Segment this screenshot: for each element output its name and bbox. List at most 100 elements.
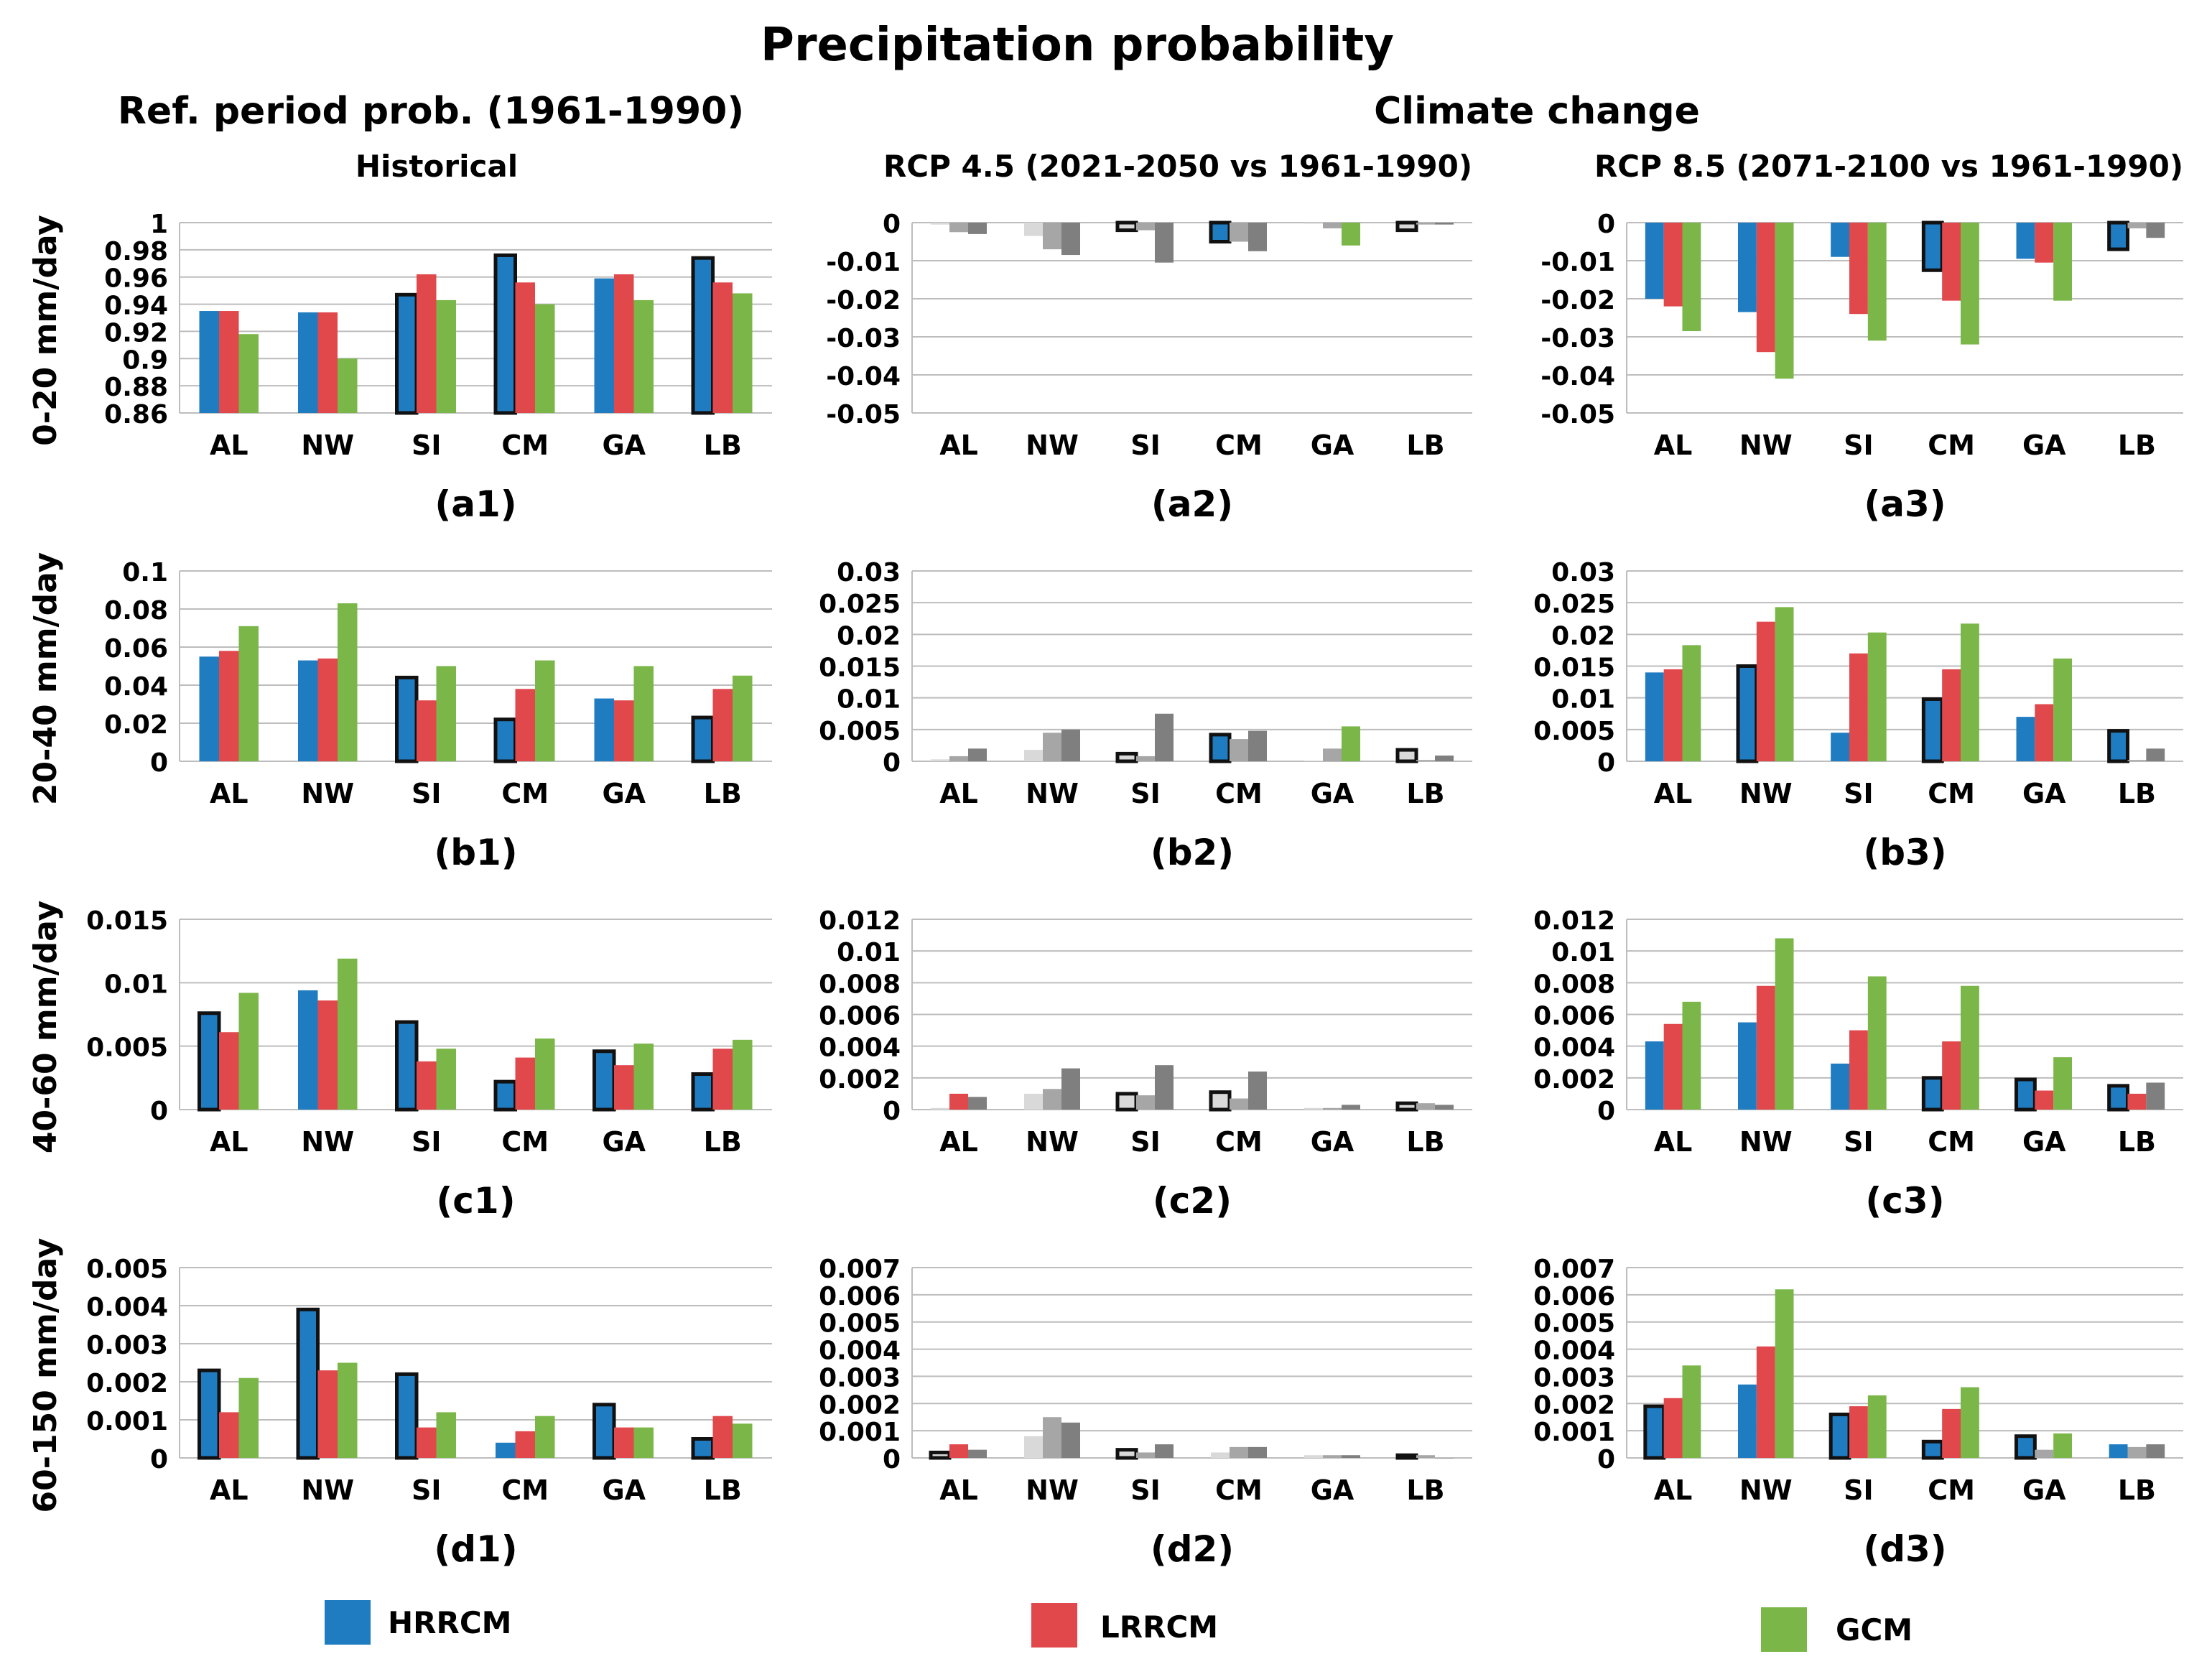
x-tick-label: SI	[412, 778, 442, 809]
bar-b2-gcm-nw	[1061, 729, 1080, 761]
bar-a3-hrrcm-nw	[1738, 223, 1757, 312]
x-tick-label: AL	[210, 778, 248, 809]
bar-c2-hrrcm-si	[1115, 1092, 1138, 1112]
y-tick-label: 0.01	[1551, 938, 1615, 967]
bar-c3-hrrcm-ga	[2014, 1077, 2037, 1112]
y-tick-label: -0.04	[826, 362, 901, 391]
bar-a3-hrrcm-lb	[2107, 220, 2130, 251]
bar-c1-lrrcm-nw	[317, 1000, 338, 1110]
y-tick-label: 0	[150, 1097, 168, 1126]
y-tick-label: -0.02	[1540, 286, 1615, 315]
y-tick-label: 0.007	[819, 1255, 901, 1284]
panel-c1: 0.015 0.01 0.005 0 AL NW SI CM GA LB (c1)	[86, 906, 772, 1222]
bar-d3-gcm-nw	[1775, 1289, 1794, 1458]
x-tick-label: SI	[1130, 778, 1161, 809]
y-tick-label: -0.01	[1540, 248, 1615, 277]
panel-b1: 0.1 0.08 0.06 0.04 0.02 0 AL NW SI CM GA LB (b1)	[104, 558, 772, 873]
bar-c3-lrrcm-lb	[2127, 1093, 2147, 1110]
y-tick-label: -0.03	[1540, 324, 1615, 353]
bar-b1-lrrcm-al	[219, 651, 239, 761]
bar-d1-lrrcm-ga	[614, 1427, 634, 1458]
bar-a1-gcm-nw	[338, 358, 358, 413]
bar-d2-gcm-ga	[1342, 1455, 1360, 1458]
y-tick-label: -0.05	[1540, 400, 1615, 429]
bar-d2-hrrcm-lb	[1395, 1453, 1418, 1460]
bar-a2-hrrcm-ga	[1304, 223, 1323, 224]
panel-label: (a1)	[434, 483, 516, 525]
x-tick-label: SI	[1130, 1126, 1161, 1158]
bar-c1-hrrcm-al	[198, 1011, 221, 1112]
bar-d3-hrrcm-lb	[2109, 1444, 2128, 1458]
bar-d3-lrrcm-nw	[1756, 1346, 1775, 1458]
y-tick-label: 0.005	[819, 1309, 901, 1339]
bar-b2-lrrcm-lb	[1416, 760, 1435, 761]
y-tick-label: 0.03	[1551, 558, 1615, 587]
bar-b1-lrrcm-lb	[712, 689, 733, 761]
bar-b1-gcm-nw	[338, 603, 358, 761]
bar-c3-gcm-lb	[2146, 1082, 2165, 1110]
bar-a2-gcm-lb	[1435, 223, 1454, 225]
bar-c1-lrrcm-si	[417, 1061, 437, 1110]
x-tick-label: NW	[301, 429, 354, 461]
y-tick-label: 0.005	[1533, 717, 1615, 746]
bar-a2-lrrcm-si	[1136, 223, 1155, 231]
y-tick-label: 0	[150, 1445, 168, 1474]
bar-d1-gcm-lb	[733, 1423, 753, 1458]
bar-b1-gcm-si	[436, 666, 456, 761]
bar-b2-lrrcm-ga	[1323, 748, 1342, 761]
panel-d1: 0.005 0.004 0.003 0.002 0.001 0 AL NW SI CM GA LB (d…	[86, 1255, 772, 1570]
bar-a1-hrrcm-cm	[493, 253, 517, 415]
x-tick-label: GA	[2022, 1474, 2066, 1506]
bar-c3-hrrcm-cm	[1921, 1076, 1944, 1112]
x-tick-label: CM	[1928, 1474, 1975, 1506]
y-tick-label: 0.004	[1533, 1337, 1615, 1366]
bar-b3-gcm-nw	[1775, 607, 1794, 761]
bar-d3-lrrcm-si	[1849, 1406, 1868, 1458]
bar-d3-hrrcm-si	[1828, 1412, 1851, 1460]
bar-c3-lrrcm-nw	[1756, 985, 1775, 1110]
bar-b1-hrrcm-cm	[493, 717, 517, 763]
bar-b2-gcm-ga	[1342, 726, 1360, 761]
panel-a3: 0 -0.01 -0.02 -0.03 -0.04 -0.05 AL NW SI CM GA LB (a…	[1540, 210, 2183, 525]
y-tick-label: 0.08	[104, 596, 168, 626]
bar-a2-gcm-cm	[1248, 223, 1267, 251]
y-tick-label: 0.92	[104, 318, 168, 348]
bar-d3-gcm-al	[1682, 1365, 1701, 1458]
x-tick-label: CM	[501, 778, 549, 809]
bar-d1-hrrcm-cm	[496, 1442, 516, 1458]
bar-d1-hrrcm-ga	[592, 1403, 616, 1460]
x-tick-label: GA	[602, 429, 646, 461]
y-tick-label: 0.88	[104, 373, 168, 402]
bar-d1-gcm-ga	[633, 1427, 654, 1458]
panel-label: (a3)	[1864, 483, 1946, 525]
bar-d1-hrrcm-al	[198, 1368, 221, 1460]
x-tick-label: AL	[939, 1474, 978, 1506]
bar-b2-hrrcm-al	[931, 759, 949, 761]
bar-c3-gcm-cm	[1961, 985, 1979, 1110]
bar-a2-gcm-ga	[1342, 223, 1360, 246]
x-tick-label: GA	[602, 1474, 646, 1506]
y-tick-label: 0.006	[1533, 1282, 1615, 1311]
bar-c2-hrrcm-cm	[1209, 1090, 1232, 1112]
y-tick-label: 0.04	[104, 672, 168, 702]
bar-c3-lrrcm-ga	[2035, 1090, 2054, 1110]
y-tick-label: 0.9	[122, 345, 168, 375]
bar-c1-gcm-ga	[633, 1044, 654, 1110]
panel-label: (b2)	[1151, 832, 1234, 873]
bar-d2-lrrcm-al	[949, 1444, 968, 1458]
bar-c1-lrrcm-cm	[515, 1057, 535, 1110]
bar-d3-hrrcm-al	[1643, 1404, 1666, 1460]
bar-a1-lrrcm-al	[219, 311, 239, 413]
legend-swatch-gcm	[1761, 1607, 1807, 1652]
bar-a3-hrrcm-al	[1645, 223, 1664, 299]
bar-c1-lrrcm-ga	[614, 1065, 634, 1110]
bar-c2-hrrcm-al	[931, 1107, 949, 1110]
x-tick-label: SI	[1844, 778, 1874, 809]
y-tick-label: 0.01	[837, 938, 901, 967]
bar-d2-hrrcm-nw	[1024, 1436, 1043, 1458]
bar-c3-gcm-al	[1682, 1001, 1701, 1110]
